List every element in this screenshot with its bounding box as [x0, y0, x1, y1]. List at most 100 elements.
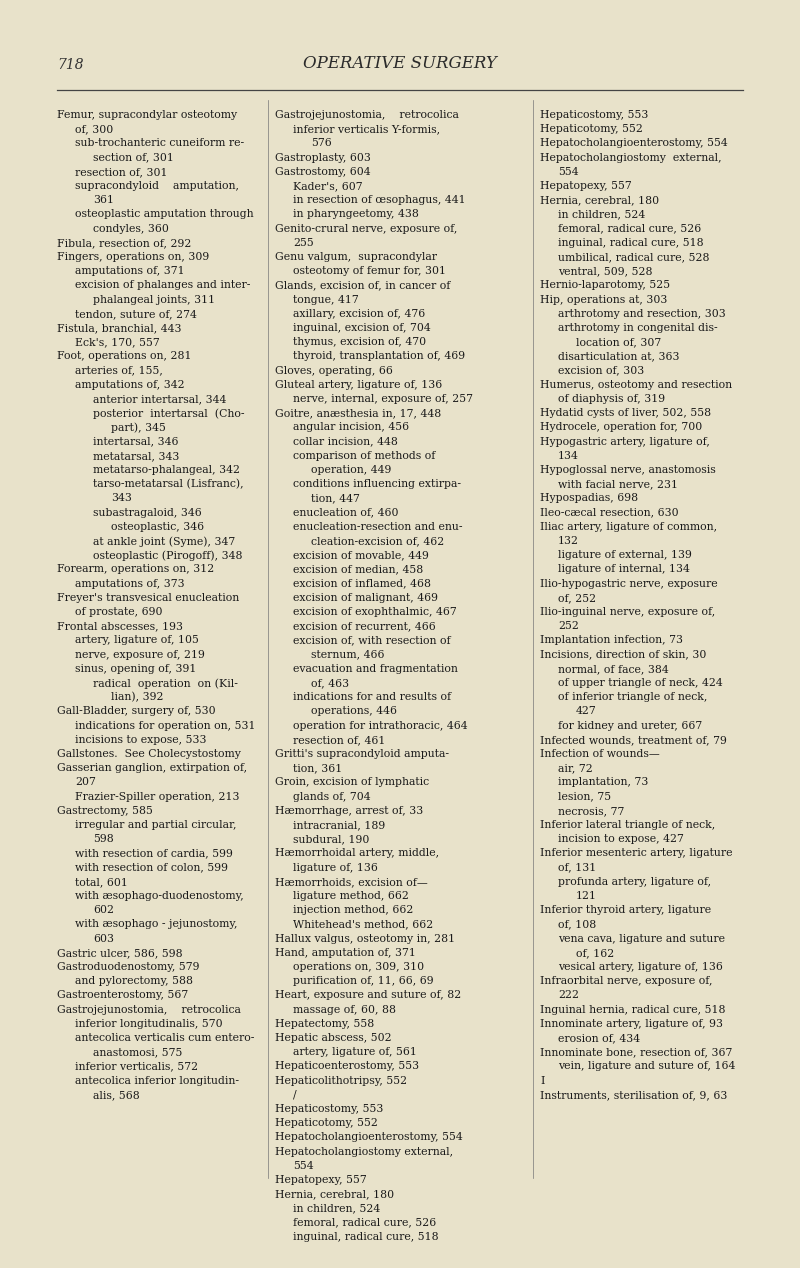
- Text: Incisions, direction of skin, 30: Incisions, direction of skin, 30: [540, 649, 706, 659]
- Text: tion, 361: tion, 361: [293, 763, 342, 773]
- Text: 121: 121: [576, 891, 597, 902]
- Text: subdural, 190: subdural, 190: [293, 834, 370, 844]
- Text: with æsophago - jejunostomy,: with æsophago - jejunostomy,: [75, 919, 238, 929]
- Text: Hepatic abscess, 502: Hepatic abscess, 502: [275, 1033, 392, 1044]
- Text: Hepaticoenterostomy, 553: Hepaticoenterostomy, 553: [275, 1061, 419, 1071]
- Text: enucleation-resection and enu-: enucleation-resection and enu-: [293, 522, 462, 531]
- Text: Gluteal artery, ligature of, 136: Gluteal artery, ligature of, 136: [275, 380, 442, 389]
- Text: Hepatocholangioenterostomy, 554: Hepatocholangioenterostomy, 554: [275, 1132, 462, 1142]
- Text: enucleation of, 460: enucleation of, 460: [293, 507, 398, 517]
- Text: inguinal, radical cure, 518: inguinal, radical cure, 518: [558, 238, 704, 247]
- Text: amputations of, 371: amputations of, 371: [75, 266, 185, 276]
- Text: Femur, supracondylar osteotomy: Femur, supracondylar osteotomy: [57, 110, 237, 120]
- Text: 554: 554: [293, 1160, 314, 1170]
- Text: vena cava, ligature and suture: vena cava, ligature and suture: [558, 933, 725, 943]
- Text: sinus, opening of, 391: sinus, opening of, 391: [75, 664, 196, 673]
- Text: Gall-Bladder, surgery of, 530: Gall-Bladder, surgery of, 530: [57, 706, 216, 716]
- Text: antecolica verticalis cum entero-: antecolica verticalis cum entero-: [75, 1033, 254, 1044]
- Text: of upper triangle of neck, 424: of upper triangle of neck, 424: [558, 678, 722, 689]
- Text: Hepatopexy, 557: Hepatopexy, 557: [275, 1175, 366, 1186]
- Text: Hepatocholangiostomy external,: Hepatocholangiostomy external,: [275, 1146, 453, 1156]
- Text: Hepatocholangioenterostomy, 554: Hepatocholangioenterostomy, 554: [540, 138, 728, 148]
- Text: Glands, excision of, in cancer of: Glands, excision of, in cancer of: [275, 280, 450, 290]
- Text: and pylorectomy, 588: and pylorectomy, 588: [75, 976, 193, 987]
- Text: Gasserian ganglion, extirpation of,: Gasserian ganglion, extirpation of,: [57, 763, 247, 773]
- Text: Eck's, 170, 557: Eck's, 170, 557: [75, 337, 160, 347]
- Text: amputations of, 373: amputations of, 373: [75, 578, 185, 588]
- Text: of, 300: of, 300: [75, 124, 114, 134]
- Text: Inguinal hernia, radical cure, 518: Inguinal hernia, radical cure, 518: [540, 1004, 726, 1014]
- Text: lesion, 75: lesion, 75: [558, 791, 611, 801]
- Text: 427: 427: [576, 706, 597, 716]
- Text: Gritti's supracondyloid amputa-: Gritti's supracondyloid amputa-: [275, 749, 449, 760]
- Text: 207: 207: [75, 777, 96, 787]
- Text: profunda artery, ligature of,: profunda artery, ligature of,: [558, 876, 711, 886]
- Text: ligature of external, 139: ligature of external, 139: [558, 550, 692, 560]
- Text: excision of, with resection of: excision of, with resection of: [293, 635, 450, 645]
- Text: excision of, 303: excision of, 303: [558, 365, 644, 375]
- Text: supracondyloid    amputation,: supracondyloid amputation,: [75, 181, 239, 191]
- Text: indications for and results of: indications for and results of: [293, 692, 451, 702]
- Text: Hallux valgus, osteotomy in, 281: Hallux valgus, osteotomy in, 281: [275, 933, 455, 943]
- Text: tion, 447: tion, 447: [311, 493, 360, 503]
- Text: excision of exophthalmic, 467: excision of exophthalmic, 467: [293, 607, 457, 618]
- Text: Instruments, sterilisation of, 9, 63: Instruments, sterilisation of, 9, 63: [540, 1089, 727, 1099]
- Text: implantation, 73: implantation, 73: [558, 777, 648, 787]
- Text: 255: 255: [293, 238, 314, 247]
- Text: necrosis, 77: necrosis, 77: [558, 805, 624, 815]
- Text: 343: 343: [111, 493, 132, 503]
- Text: of, 131: of, 131: [558, 862, 596, 872]
- Text: nerve, exposure of, 219: nerve, exposure of, 219: [75, 649, 205, 659]
- Text: total, 601: total, 601: [75, 876, 128, 886]
- Text: Hydatid cysts of liver, 502, 558: Hydatid cysts of liver, 502, 558: [540, 408, 711, 418]
- Text: disarticulation at, 363: disarticulation at, 363: [558, 351, 679, 361]
- Text: Innominate artery, ligature of, 93: Innominate artery, ligature of, 93: [540, 1018, 723, 1028]
- Text: normal, of face, 384: normal, of face, 384: [558, 664, 669, 673]
- Text: 132: 132: [558, 536, 579, 547]
- Text: Genu valgum,  supracondylar: Genu valgum, supracondylar: [275, 252, 437, 262]
- Text: umbilical, radical cure, 528: umbilical, radical cure, 528: [558, 252, 710, 262]
- Text: Frazier-Spiller operation, 213: Frazier-Spiller operation, 213: [75, 791, 239, 801]
- Text: for kidney and ureter, 667: for kidney and ureter, 667: [558, 720, 702, 730]
- Text: 554: 554: [558, 167, 578, 176]
- Text: Hypoglossal nerve, anastomosis: Hypoglossal nerve, anastomosis: [540, 465, 716, 476]
- Text: Infection of wounds—: Infection of wounds—: [540, 749, 660, 760]
- Text: axillary, excision of, 476: axillary, excision of, 476: [293, 309, 426, 318]
- Text: Gastrostomy, 604: Gastrostomy, 604: [275, 167, 370, 176]
- Text: with resection of cardia, 599: with resection of cardia, 599: [75, 848, 233, 858]
- Text: of inferior triangle of neck,: of inferior triangle of neck,: [558, 692, 707, 702]
- Text: arthrotomy in congenital dis-: arthrotomy in congenital dis-: [558, 323, 718, 333]
- Text: Gastrojejunostomia,    retrocolica: Gastrojejunostomia, retrocolica: [57, 1004, 241, 1014]
- Text: of, 162: of, 162: [576, 947, 614, 957]
- Text: Gloves, operating, 66: Gloves, operating, 66: [275, 365, 393, 375]
- Text: part), 345: part), 345: [111, 422, 166, 432]
- Text: Hand, amputation of, 371: Hand, amputation of, 371: [275, 947, 416, 957]
- Text: purification of, 11, 66, 69: purification of, 11, 66, 69: [293, 976, 434, 987]
- Text: thyroid, transplantation of, 469: thyroid, transplantation of, 469: [293, 351, 465, 361]
- Text: Foot, operations on, 281: Foot, operations on, 281: [57, 351, 191, 361]
- Text: operation, 449: operation, 449: [311, 465, 391, 476]
- Text: Inferior lateral triangle of neck,: Inferior lateral triangle of neck,: [540, 820, 715, 831]
- Text: air, 72: air, 72: [558, 763, 593, 773]
- Text: artery, ligature of, 105: artery, ligature of, 105: [75, 635, 199, 645]
- Text: Hæmorrhage, arrest of, 33: Hæmorrhage, arrest of, 33: [275, 805, 423, 815]
- Text: subastragaloid, 346: subastragaloid, 346: [93, 507, 202, 517]
- Text: location of, 307: location of, 307: [576, 337, 662, 347]
- Text: Iliac artery, ligature of common,: Iliac artery, ligature of common,: [540, 522, 717, 531]
- Text: anterior intertarsal, 344: anterior intertarsal, 344: [93, 394, 226, 404]
- Text: incision to expose, 427: incision to expose, 427: [558, 834, 684, 844]
- Text: arthrotomy and resection, 303: arthrotomy and resection, 303: [558, 309, 726, 318]
- Text: posterior  intertarsal  (Cho-: posterior intertarsal (Cho-: [93, 408, 245, 418]
- Text: inguinal, radical cure, 518: inguinal, radical cure, 518: [293, 1231, 438, 1241]
- Text: Gastrectomy, 585: Gastrectomy, 585: [57, 805, 153, 815]
- Text: Genito-crural nerve, exposure of,: Genito-crural nerve, exposure of,: [275, 223, 458, 233]
- Text: Hepaticotomy, 552: Hepaticotomy, 552: [540, 124, 643, 134]
- Text: tongue, 417: tongue, 417: [293, 294, 358, 304]
- Text: incisions to expose, 533: incisions to expose, 533: [75, 734, 206, 744]
- Text: thymus, excision of, 470: thymus, excision of, 470: [293, 337, 426, 347]
- Text: operations on, 309, 310: operations on, 309, 310: [293, 962, 424, 973]
- Text: Innominate bone, resection of, 367: Innominate bone, resection of, 367: [540, 1047, 732, 1058]
- Text: Forearm, operations on, 312: Forearm, operations on, 312: [57, 564, 214, 574]
- Text: Hepaticolithotripsy, 552: Hepaticolithotripsy, 552: [275, 1075, 407, 1085]
- Text: Fingers, operations on, 309: Fingers, operations on, 309: [57, 252, 210, 262]
